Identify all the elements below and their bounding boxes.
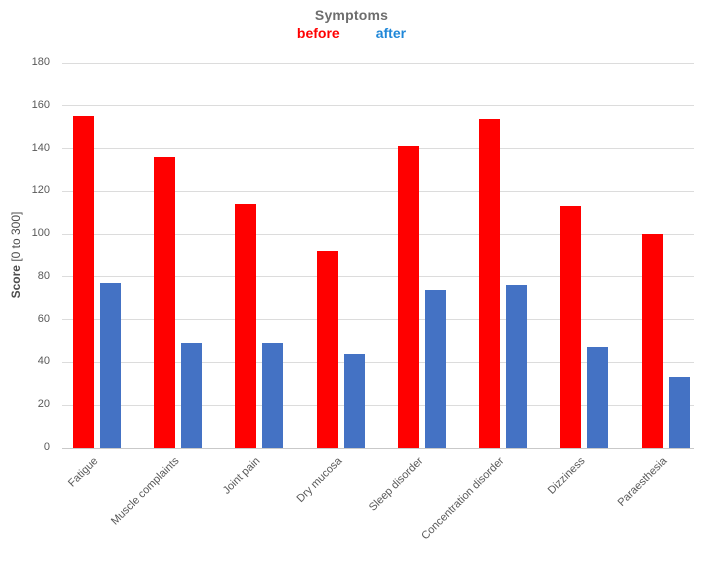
bar-after-sleep-disorder bbox=[424, 289, 446, 448]
y-tick-label-80: 80 bbox=[37, 269, 50, 282]
y-axis-title: Score [0 to 300] bbox=[9, 212, 23, 299]
bar-after-joint-pain bbox=[262, 343, 284, 448]
gridline-180 bbox=[62, 62, 694, 64]
gridline-60 bbox=[62, 319, 694, 321]
x-label-dizziness: Dizziness bbox=[546, 455, 588, 497]
y-tick-label-140: 140 bbox=[31, 141, 50, 154]
y-tick-label-0: 0 bbox=[43, 441, 50, 453]
chart-title: Symptoms bbox=[314, 7, 389, 23]
x-label-dry-mucosa: Dry mucosa bbox=[294, 455, 345, 505]
bar-after-fatigue bbox=[100, 283, 121, 448]
y-tick-label-60: 60 bbox=[37, 312, 50, 325]
x-label-paraesthesia: Paraesthesia bbox=[615, 455, 670, 509]
y-tick-label-120: 120 bbox=[31, 184, 50, 197]
bar-before-paraesthesia bbox=[641, 234, 663, 448]
gridline-120 bbox=[62, 190, 694, 192]
gridline-100 bbox=[62, 233, 694, 235]
gridline-20 bbox=[62, 404, 694, 406]
bar-after-muscle-complaints bbox=[181, 343, 203, 448]
plot-area bbox=[62, 62, 694, 449]
bar-after-dry-mucosa bbox=[343, 353, 365, 448]
gridline-40 bbox=[62, 361, 694, 363]
bar-before-joint-pain bbox=[235, 204, 257, 448]
legend: before after bbox=[0, 25, 703, 41]
y-tick-label-40: 40 bbox=[37, 355, 50, 368]
bar-before-muscle-complaints bbox=[154, 157, 176, 448]
gridline-80 bbox=[62, 276, 694, 278]
legend-before-label: before bbox=[296, 25, 340, 41]
gridline-140 bbox=[62, 148, 694, 150]
bar-after-concentration-disorder bbox=[506, 285, 528, 448]
x-label-fatigue: Fatigue bbox=[66, 455, 101, 490]
y-tick-label-160: 160 bbox=[31, 98, 50, 111]
bar-before-dizziness bbox=[560, 206, 582, 448]
bar-after-paraesthesia bbox=[668, 377, 690, 448]
bar-before-concentration-disorder bbox=[479, 118, 501, 448]
bar-before-fatigue bbox=[73, 116, 94, 448]
y-tick-label-20: 20 bbox=[37, 398, 50, 411]
y-tick-label-100: 100 bbox=[31, 227, 50, 240]
x-label-joint-pain: Joint pain bbox=[221, 455, 263, 497]
x-label-muscle-complaints: Muscle complaints bbox=[109, 455, 182, 528]
bar-before-dry-mucosa bbox=[316, 251, 338, 448]
gridline-160 bbox=[62, 105, 694, 107]
x-label-concentration-disorder: Concentration disorder bbox=[419, 455, 507, 543]
x-label-sleep-disorder: Sleep disorder bbox=[366, 455, 426, 514]
legend-after-label: after bbox=[375, 25, 407, 41]
bar-after-dizziness bbox=[587, 347, 609, 448]
gridline-0 bbox=[62, 447, 694, 449]
bar-before-sleep-disorder bbox=[397, 146, 419, 448]
y-tick-label-180: 180 bbox=[31, 56, 50, 68]
